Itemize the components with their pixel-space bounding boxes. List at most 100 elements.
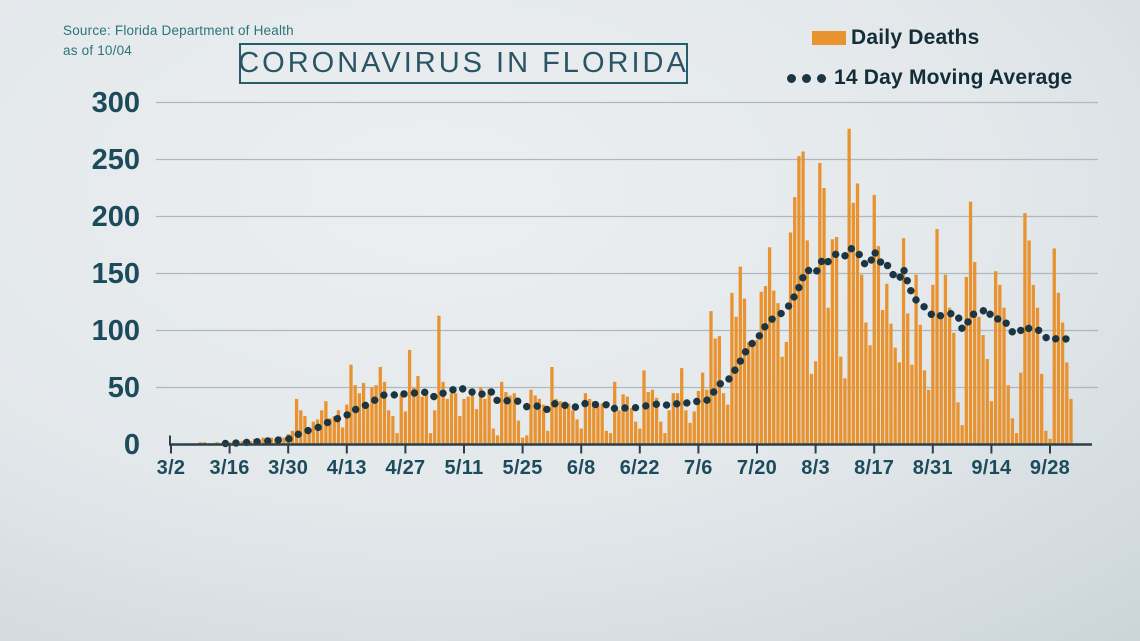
daily-deaths-bar [483,398,487,445]
daily-deaths-bar [868,345,872,445]
daily-deaths-bar [546,430,550,445]
x-axis-label: 8/17 [854,457,895,479]
daily-deaths-bar [901,238,906,445]
daily-deaths-bar [822,188,826,445]
daily-deaths-bar [307,429,311,445]
daily-deaths-bar [541,404,546,445]
daily-deaths-bar [349,364,353,445]
daily-deaths-bar [420,396,424,445]
daily-deaths-bar [495,435,500,445]
daily-deaths-bar [989,401,994,445]
daily-deaths-bar [864,322,868,445]
daily-deaths-bar [726,404,730,445]
daily-deaths-bar [747,341,751,445]
y-axis-label: 200 [91,200,140,233]
daily-deaths-bar [721,393,726,445]
daily-deaths-bar [964,276,968,445]
daily-deaths-bar [1031,284,1035,445]
daily-deaths-bar [1040,373,1044,445]
x-axis-label: 3/2 [156,457,186,479]
daily-deaths-bar [491,428,495,445]
legend-moving-average-label: 14 Day Moving Average [834,66,1073,89]
daily-deaths-bar [428,433,433,445]
x-axis-label: 6/8 [566,457,596,479]
daily-deaths-bar [240,441,244,445]
x-axis-label: 8/31 [912,457,953,479]
daily-deaths-bar [529,389,533,445]
daily-deaths-bar [537,398,542,445]
daily-deaths-bar [512,393,516,445]
y-axis-label: 0 [123,428,140,461]
daily-deaths-bar [885,283,889,445]
daily-deaths-bar [315,419,320,445]
daily-deaths-bar [474,409,479,445]
source-line-2: as of 10/04 [63,43,133,59]
daily-deaths-bar [910,364,914,445]
daily-deaths-bar [587,398,592,445]
daily-deaths-bar [809,373,814,445]
daily-deaths-bar [793,197,797,445]
daily-deaths-bar [1006,385,1010,445]
daily-deaths-bar [985,359,989,445]
daily-deaths-bar [738,266,742,445]
daily-deaths-bar [458,416,462,445]
x-axis-label: 5/11 [444,457,484,479]
daily-deaths-bar [332,416,336,445]
daily-deaths-bar [387,410,391,445]
x-axis-label: 4/13 [326,457,367,479]
daily-deaths-bar [935,229,939,445]
daily-deaths-bar [659,421,663,445]
daily-deaths-bar [311,421,315,445]
chart-title: CORONAVIRUS IN FLORIDA [238,47,689,79]
daily-deaths-bar [947,307,952,445]
daily-deaths-bar [696,390,701,445]
daily-deaths-bar [734,316,738,445]
daily-deaths-bar [1052,248,1056,445]
daily-deaths-bar [650,389,655,445]
daily-deaths-bar [872,194,876,445]
daily-deaths-bar [345,404,349,445]
daily-deaths-bar [688,422,692,445]
daily-deaths-bar [638,428,642,445]
y-axis-label: 250 [91,143,140,176]
daily-deaths-bar [571,410,575,445]
daily-deaths-bar [1048,438,1052,445]
daily-deaths-bar [370,387,374,445]
daily-deaths-bar [282,437,286,445]
daily-deaths-bar [784,341,788,445]
daily-deaths-bar [357,393,362,445]
daily-deaths-bar [525,435,529,445]
daily-deaths-bar [508,395,512,445]
daily-deaths-bar [625,396,629,445]
daily-deaths-bar [629,408,634,445]
daily-deaths-bar [608,433,613,445]
daily-deaths-bar [960,425,964,445]
daily-deaths-bar [717,336,722,445]
daily-deaths-bar [403,411,408,445]
daily-deaths-bar [952,332,956,445]
daily-deaths-bar [993,271,998,445]
daily-deaths-bar [437,315,441,445]
daily-deaths-bar [931,284,935,445]
daily-deaths-bar [533,395,537,445]
daily-deaths-bar [1035,307,1040,445]
daily-deaths-bar [918,324,922,445]
daily-deaths-bar [449,393,454,445]
daily-deaths-bar [382,381,387,445]
moving-average-dots-swatch [787,73,826,83]
daily-deaths-bar [876,246,881,445]
daily-deaths-bar [889,323,893,445]
daily-deaths-bar [684,410,688,445]
daily-deaths-bar [579,428,583,445]
daily-deaths-bar [391,416,395,445]
daily-deaths-bar [395,433,399,445]
daily-deaths-bar [855,183,860,445]
daily-deaths-bar [353,385,357,445]
daily-deaths-bar [780,356,784,445]
source-attribution: Source: Florida Department of Health as … [63,21,294,62]
daily-deaths-bar [834,237,839,445]
daily-deaths-bar [767,247,772,445]
daily-deaths-bar [776,303,780,445]
chart-title-box: CORONAVIRUS IN FLORIDA [238,43,689,84]
daily-deaths-bar [299,410,303,445]
